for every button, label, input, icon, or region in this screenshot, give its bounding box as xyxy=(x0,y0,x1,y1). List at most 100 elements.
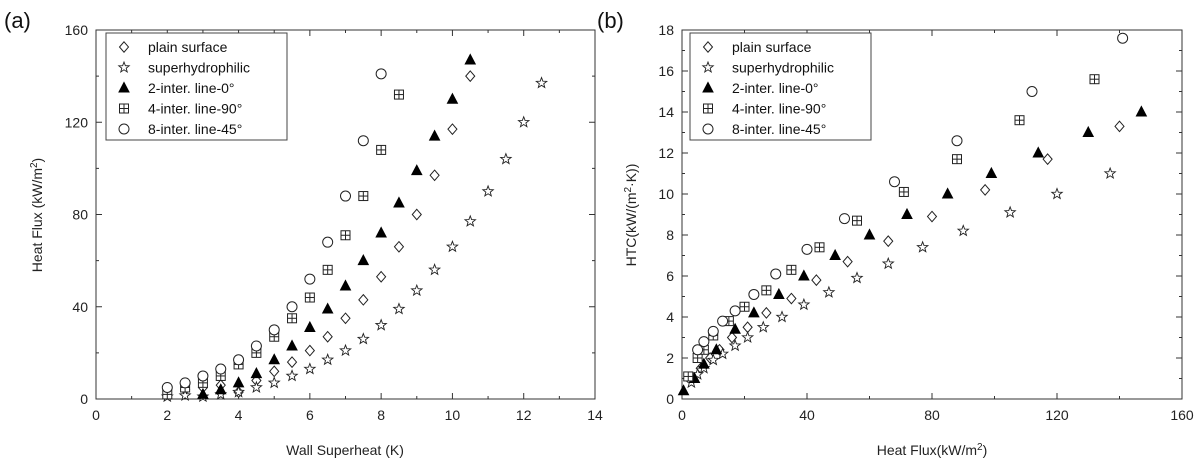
data-point-boxplus xyxy=(761,285,772,296)
data-point-circle xyxy=(179,377,191,389)
data-point-star xyxy=(535,76,549,89)
data-point-boxplus xyxy=(393,89,404,100)
data-point-star xyxy=(499,152,513,165)
legend-marker-diamond xyxy=(702,41,714,53)
data-point-circle xyxy=(770,268,782,280)
data-point-circle xyxy=(707,325,719,337)
y-tick-label: 16 xyxy=(658,63,674,79)
x-tick-label: 14 xyxy=(587,407,603,423)
data-point-triangle xyxy=(304,320,316,333)
data-point-boxplus xyxy=(739,301,750,312)
data-point-triangle xyxy=(339,279,352,291)
data-point-star xyxy=(463,214,477,227)
legend-box xyxy=(689,32,872,141)
data-point-diamond xyxy=(322,330,333,343)
data-point-circle xyxy=(322,236,334,248)
data-point-circle xyxy=(951,135,963,147)
y-axis-label-b: HTC(kW/(m2·K)) xyxy=(623,164,639,267)
data-point-star xyxy=(410,283,424,297)
data-point-star xyxy=(374,318,388,331)
data-point-triangle xyxy=(357,254,370,266)
data-point-boxplus xyxy=(786,264,797,275)
ticks-a: 0 2 4 6 8 10 12 14 0 40 80 120 160 xyxy=(65,22,603,423)
data-point-triangle xyxy=(677,384,690,396)
data-point-triangle xyxy=(393,196,405,208)
data-point-circle xyxy=(698,336,710,348)
data-point-circle xyxy=(692,344,704,356)
series-star xyxy=(160,76,549,403)
y-tick-label: 80 xyxy=(72,207,88,223)
data-point-diamond xyxy=(375,270,387,283)
data-point-triangle xyxy=(798,269,810,281)
data-point-star xyxy=(356,332,370,345)
series-star xyxy=(684,166,1117,389)
data-point-circle xyxy=(729,305,741,317)
y-tick-label: 6 xyxy=(666,268,674,284)
data-point-triangle xyxy=(446,92,459,104)
data-point-diamond xyxy=(358,293,369,306)
x-axis-label-a: Wall Superheat (K) xyxy=(286,442,404,458)
data-point-diamond xyxy=(761,306,772,319)
data-point-boxplus xyxy=(340,230,351,241)
legend-b: plain surface superhydrophilic 2-inter. li… xyxy=(689,32,872,141)
data-point-circle xyxy=(340,190,351,202)
data-point-triangle xyxy=(985,166,998,178)
data-point-triangle xyxy=(268,353,281,365)
data-point-star xyxy=(428,263,442,276)
legend-marker-diamond xyxy=(118,41,130,53)
x-tick-label: 0 xyxy=(92,407,100,423)
y-tick-label: 160 xyxy=(65,22,89,38)
data-point-star xyxy=(178,388,192,402)
data-point-circle xyxy=(250,340,262,352)
data-point-diamond xyxy=(340,312,351,325)
data-point-boxplus xyxy=(852,215,862,226)
data-point-triangle xyxy=(863,228,876,240)
data-point-circle xyxy=(161,381,173,393)
chart-a: (a) 0 2 4 6 8 10 12 14 0 40 80 120 160 plain surface… xyxy=(4,8,603,458)
data-point-triangle xyxy=(748,306,760,318)
legend-marker-circle xyxy=(702,123,714,135)
data-point-triangle xyxy=(729,322,741,334)
x-tick-label: 8 xyxy=(377,407,385,423)
legend-label: 4-inter. line-90° xyxy=(732,101,826,117)
legend-label: 8-inter. line-45° xyxy=(148,121,242,137)
legend-label: 2-inter. line-0° xyxy=(732,80,819,96)
data-point-diamond xyxy=(1114,120,1125,133)
y-tick-label: 4 xyxy=(666,309,674,325)
data-point-diamond xyxy=(304,344,316,357)
data-point-diamond xyxy=(393,240,405,253)
x-tick-label: 10 xyxy=(445,407,461,423)
data-point-star xyxy=(303,362,317,375)
points-a xyxy=(160,53,549,403)
y-tick-label: 8 xyxy=(666,227,674,243)
data-point-circle xyxy=(286,301,298,313)
legend-box xyxy=(105,32,288,141)
x-tick-label: 2 xyxy=(163,407,171,423)
y-tick-label: 0 xyxy=(80,391,88,407)
x-tick-label: 160 xyxy=(1170,407,1194,423)
data-point-star xyxy=(691,367,705,380)
legend-marker-triangle xyxy=(118,81,130,93)
data-point-boxplus xyxy=(376,144,387,155)
data-point-triangle xyxy=(1135,105,1148,117)
data-point-circle xyxy=(215,363,227,375)
data-point-triangle xyxy=(773,287,785,299)
data-point-diamond xyxy=(786,292,797,305)
data-point-triangle xyxy=(1082,125,1095,137)
data-point-boxplus xyxy=(898,186,909,197)
data-point-star xyxy=(775,310,789,323)
data-point-triangle xyxy=(232,376,245,388)
data-point-star xyxy=(339,343,352,357)
data-point-diamond xyxy=(811,274,822,287)
data-point-diamond xyxy=(926,210,938,223)
legend-label: 4-inter. line-90° xyxy=(148,101,242,117)
series-circle xyxy=(161,68,387,393)
data-point-star xyxy=(232,385,246,398)
data-point-triangle xyxy=(250,367,263,379)
x-tick-label: 12 xyxy=(516,407,532,423)
legend-marker-star xyxy=(117,60,131,73)
data-point-circle xyxy=(1117,32,1129,44)
data-point-circle xyxy=(801,243,813,255)
data-point-star xyxy=(285,369,299,382)
